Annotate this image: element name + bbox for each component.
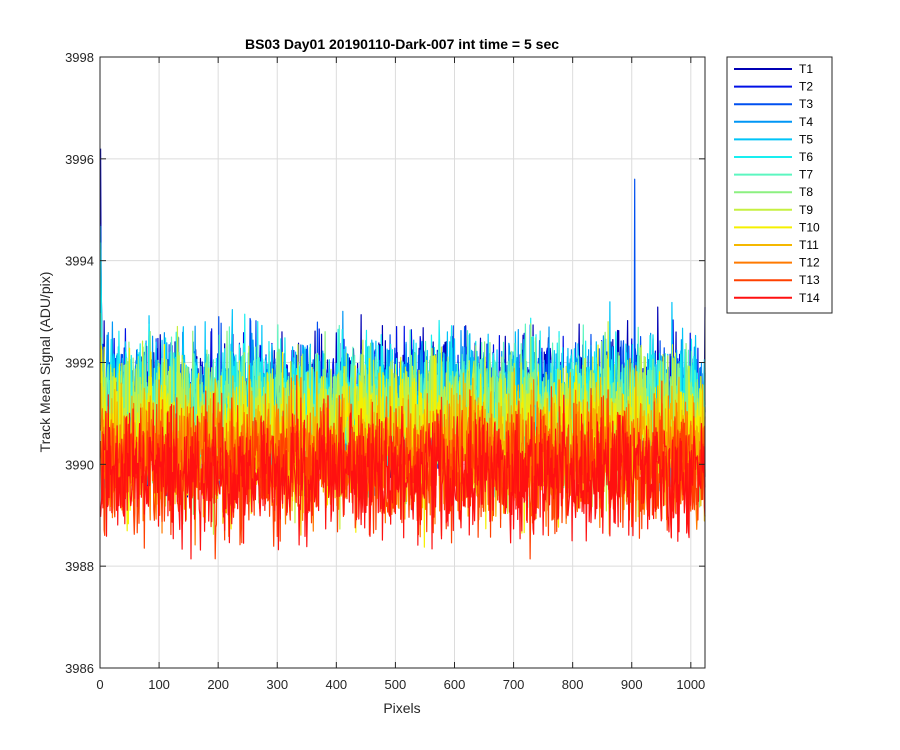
plot-area: 0 100 200 300 400 500 600 700 800 900 1000 3986 3988…: [65, 50, 706, 692]
y-tick-label: 3996: [65, 152, 94, 167]
legend-box: [726, 56, 833, 314]
legend-label: T6: [799, 150, 813, 164]
y-tick-label: 3994: [65, 254, 94, 269]
legend-item-T9[interactable]: T9: [734, 203, 813, 217]
legend-item-T7[interactable]: T7: [734, 168, 813, 182]
y-tick-label: 3990: [65, 457, 94, 472]
chart-title: BS03 Day01 20190110-Dark-007 int time = …: [245, 36, 559, 52]
legend-item-T4[interactable]: T4: [734, 115, 813, 129]
x-tick-label: 0: [96, 677, 103, 692]
legend-item-T8[interactable]: T8: [734, 185, 813, 199]
x-tick-label: 700: [503, 677, 525, 692]
legend[interactable]: T1 T2 T3 T4 T5 T6 T7 T8 T9 T10 T11 T12 T13 T14: [726, 56, 833, 314]
legend-item-T13[interactable]: T13: [734, 273, 820, 287]
legend-item-T12[interactable]: T12: [734, 256, 820, 270]
legend-label: T4: [799, 115, 813, 129]
x-tick-label: 300: [266, 677, 288, 692]
legend-label: T13: [799, 273, 820, 287]
legend-item-T6[interactable]: T6: [734, 150, 813, 164]
legend-label: T5: [799, 132, 813, 146]
legend-label: T2: [799, 80, 813, 94]
legend-label: T3: [799, 97, 813, 111]
y-axis-label: Track Mean Signal (ADU/pix): [37, 272, 53, 453]
y-tick-label: 3998: [65, 50, 94, 65]
legend-label: T11: [799, 238, 819, 252]
legend-label: T1: [799, 62, 813, 76]
legend-item-T10[interactable]: T10: [734, 220, 820, 234]
legend-item-T14[interactable]: T14: [734, 291, 820, 305]
x-tick-label: 100: [148, 677, 170, 692]
x-tick-label: 400: [325, 677, 347, 692]
legend-label: T10: [799, 220, 820, 234]
legend-item-T1[interactable]: T1: [734, 62, 813, 76]
y-tick-label: 3992: [65, 356, 94, 371]
axis-ticks: 0 100 200 300 400 500 600 700 800 900 1000 3986 3988…: [65, 50, 705, 692]
x-tick-label: 600: [444, 677, 466, 692]
legend-label: T8: [799, 185, 813, 199]
legend-label: T7: [799, 168, 813, 182]
legend-label: T14: [799, 291, 820, 305]
series-layer: [99, 148, 706, 560]
legend-item-T2[interactable]: T2: [734, 80, 813, 94]
x-tick-label: 500: [385, 677, 407, 692]
x-tick-label: 200: [207, 677, 229, 692]
x-tick-label: 900: [621, 677, 643, 692]
legend-item-T11[interactable]: T11: [734, 238, 819, 252]
legend-label: T9: [799, 203, 813, 217]
y-tick-label: 3986: [65, 661, 94, 676]
legend-item-T5[interactable]: T5: [734, 132, 813, 146]
x-tick-label: 800: [562, 677, 584, 692]
legend-label: T12: [799, 256, 820, 270]
series-line-T14: [99, 393, 706, 560]
x-axis-label: Pixels: [383, 700, 420, 716]
legend-item-T3[interactable]: T3: [734, 97, 813, 111]
x-tick-label: 1000: [676, 677, 705, 692]
y-tick-label: 3988: [65, 559, 94, 574]
